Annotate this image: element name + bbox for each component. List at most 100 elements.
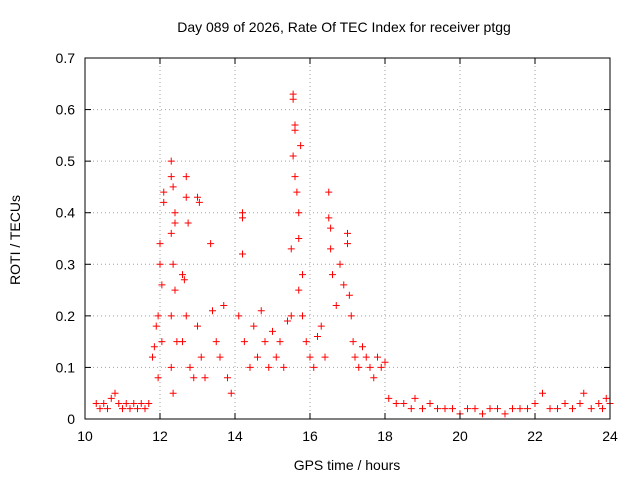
data-point — [145, 400, 153, 408]
data-point — [516, 405, 524, 413]
data-point — [291, 126, 299, 134]
data-point — [280, 363, 288, 371]
data-point — [317, 322, 325, 330]
plot-frame — [84, 57, 611, 420]
data-point — [220, 302, 228, 310]
data-point — [167, 173, 175, 181]
data-point — [306, 353, 314, 361]
data-point — [156, 260, 164, 268]
data-point — [426, 400, 434, 408]
data-point — [119, 405, 126, 413]
chart-title: Day 089 of 2026, Rate Of TEC Index for r… — [177, 19, 511, 35]
data-point — [197, 353, 205, 361]
y-tick-label: 0 — [67, 411, 75, 427]
data-point — [158, 281, 166, 289]
data-point — [287, 245, 295, 253]
data-point — [327, 245, 335, 253]
y-axis-title: ROTI / TECUs — [7, 195, 23, 285]
x-tick-label: 24 — [602, 428, 618, 444]
data-point — [184, 219, 192, 227]
data-point — [160, 198, 168, 206]
data-point — [179, 271, 186, 279]
x-tick-label: 14 — [227, 428, 243, 444]
data-point — [479, 410, 486, 418]
data-point — [599, 405, 606, 413]
data-point — [167, 312, 175, 320]
data-point — [325, 188, 333, 196]
data-point — [602, 394, 610, 402]
data-point — [464, 405, 471, 413]
data-point — [554, 405, 561, 413]
data-point — [240, 338, 248, 346]
data-point — [546, 405, 554, 413]
data-point — [392, 400, 400, 408]
data-point — [96, 405, 104, 413]
data-point — [134, 405, 141, 413]
data-point — [257, 307, 265, 315]
x-tick-label: 16 — [302, 428, 318, 444]
data-point — [501, 410, 509, 418]
data-point — [284, 317, 291, 325]
data-point — [325, 214, 333, 222]
x-tick-label: 22 — [527, 428, 543, 444]
data-point — [524, 405, 531, 413]
data-point — [347, 312, 355, 320]
data-point — [366, 363, 374, 371]
y-tick-label: 0.1 — [56, 359, 76, 375]
data-point — [171, 219, 179, 227]
data-point — [299, 312, 306, 320]
data-point — [297, 142, 305, 150]
data-point — [494, 405, 501, 413]
data-point — [355, 363, 363, 371]
data-point — [246, 363, 254, 371]
data-point — [190, 374, 198, 382]
data-point — [265, 363, 273, 371]
data-point — [195, 198, 203, 206]
data-point — [291, 173, 299, 181]
data-point — [156, 240, 164, 248]
data-point — [154, 374, 162, 382]
data-point — [419, 405, 426, 413]
data-point — [336, 260, 344, 268]
y-tick-label: 0.6 — [56, 102, 76, 118]
data-point — [362, 353, 370, 361]
x-tick-label: 12 — [152, 428, 168, 444]
data-point — [169, 389, 177, 397]
data-point — [377, 363, 385, 371]
data-point — [400, 400, 408, 408]
data-point — [561, 400, 569, 408]
data-point — [182, 193, 190, 201]
data-point — [344, 240, 351, 248]
data-point — [411, 394, 419, 402]
data-point — [130, 400, 138, 408]
data-point — [137, 400, 145, 408]
data-point — [321, 353, 329, 361]
data-point — [167, 363, 175, 371]
data-point — [569, 405, 576, 413]
data-point — [179, 338, 186, 346]
data-point — [107, 394, 115, 402]
data-point — [486, 405, 494, 413]
data-point — [250, 322, 258, 330]
data-point — [293, 188, 301, 196]
data-point — [169, 183, 177, 191]
x-axis-title: GPS time / hours — [294, 457, 401, 473]
y-tick-label: 0.7 — [56, 50, 76, 66]
data-point — [289, 95, 297, 103]
data-point — [351, 353, 359, 361]
data-point — [302, 338, 310, 346]
data-point — [158, 338, 166, 346]
data-point — [595, 400, 603, 408]
data-point — [269, 327, 276, 335]
data-point — [194, 193, 201, 201]
data-point — [449, 405, 456, 413]
x-tick-label: 10 — [77, 428, 93, 444]
data-point — [289, 152, 297, 160]
data-point — [310, 363, 318, 371]
data-point — [340, 281, 348, 289]
data-point — [171, 286, 179, 294]
data-point — [149, 353, 156, 361]
data-point — [587, 405, 595, 413]
data-point — [239, 214, 246, 222]
